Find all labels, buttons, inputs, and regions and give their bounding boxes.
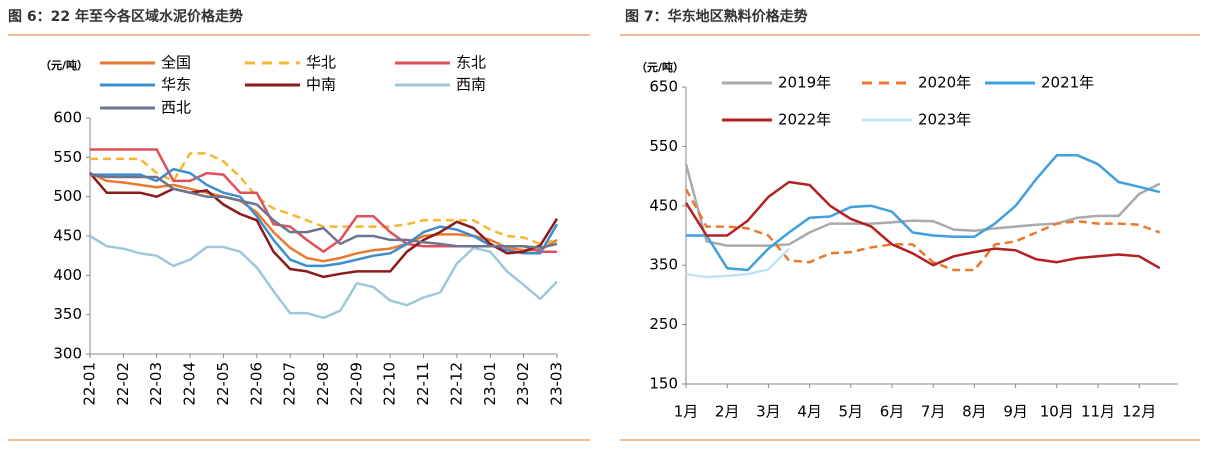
legend-label: 全国 <box>161 54 191 72</box>
y-tick-label: 250 <box>649 315 678 333</box>
x-tick-label: 22-09 <box>347 362 365 406</box>
x-tick-label: 3月 <box>756 403 781 421</box>
series-line <box>685 247 790 279</box>
series-line <box>90 148 557 253</box>
x-tick-label: 6月 <box>880 403 905 421</box>
x-tick-label: 22-04 <box>181 362 199 406</box>
y-tick-label: 150 <box>649 375 678 393</box>
chart-title: 图 6：22 年至今各区域水泥价格走势 <box>8 8 243 25</box>
x-tick-label: 7月 <box>921 403 946 421</box>
x-tick-label: 22-12 <box>447 362 465 406</box>
series-line <box>684 180 1161 270</box>
y-tick-label: 450 <box>649 196 678 214</box>
x-tick-label: 11月 <box>1081 403 1115 421</box>
x-tick-label: 22-03 <box>147 362 165 406</box>
x-tick-label: 22-02 <box>114 362 132 406</box>
legend-label: 2023年 <box>918 111 971 129</box>
series-line <box>90 152 558 246</box>
x-tick-label: 22-07 <box>281 362 299 406</box>
legend-label: 中南 <box>306 76 336 94</box>
y-unit: （元/吨） <box>636 60 684 74</box>
series-line <box>684 163 1161 247</box>
legend-label: 2021年 <box>1041 74 1094 92</box>
legend-label: 2020年 <box>918 74 971 92</box>
x-tick-label: 22-05 <box>214 362 232 406</box>
series-line <box>90 167 559 268</box>
x-tick-label: 22-01 <box>81 362 99 406</box>
x-tick-label: 22-10 <box>381 362 399 406</box>
x-tick-label: 9月 <box>1003 403 1028 421</box>
x-tick-label: 22-08 <box>314 362 332 406</box>
y-tick-label: 600 <box>53 109 82 127</box>
legend-label: 东北 <box>456 54 486 72</box>
legend-label: 2022年 <box>778 111 831 129</box>
y-tick-label: 400 <box>53 266 82 284</box>
series-line <box>89 173 558 250</box>
y-tick-label: 300 <box>53 345 82 363</box>
x-tick-label: 10月 <box>1040 403 1074 421</box>
chart-title: 图 7：华东地区熟料价格走势 <box>625 8 808 25</box>
series-line <box>89 234 558 320</box>
y-tick-label: 500 <box>53 187 82 205</box>
x-tick-label: 12月 <box>1122 403 1156 421</box>
y-tick-label: 550 <box>649 137 678 155</box>
y-tick-label: 350 <box>649 256 678 274</box>
x-tick-label: 22-06 <box>247 362 265 406</box>
x-tick-label: 22-11 <box>414 362 432 406</box>
legend-label: 华北 <box>306 54 336 72</box>
y-unit: （元/吨） <box>40 58 88 72</box>
x-tick-label: 4月 <box>797 403 822 421</box>
legend-label: 西南 <box>456 76 486 94</box>
series-line <box>686 154 1161 272</box>
y-tick-label: 450 <box>53 227 82 245</box>
legend-label: 2019年 <box>778 74 831 92</box>
x-tick-label: 23-01 <box>481 362 499 406</box>
series-line <box>89 172 559 279</box>
x-tick-label: 5月 <box>839 403 864 421</box>
x-tick-label: 2月 <box>715 403 740 421</box>
y-tick-label: 350 <box>53 305 82 323</box>
y-tick-label: 550 <box>53 148 82 166</box>
legend-label: 华东 <box>161 76 191 94</box>
legend-label: 西北 <box>161 99 191 117</box>
x-tick-label: 23-02 <box>514 362 532 406</box>
series-line <box>684 188 1161 272</box>
x-tick-label: 1月 <box>674 403 699 421</box>
x-tick-label: 23-03 <box>548 362 566 406</box>
x-tick-label: 8月 <box>962 403 987 421</box>
series-line <box>89 171 558 263</box>
y-tick-label: 650 <box>649 78 678 96</box>
